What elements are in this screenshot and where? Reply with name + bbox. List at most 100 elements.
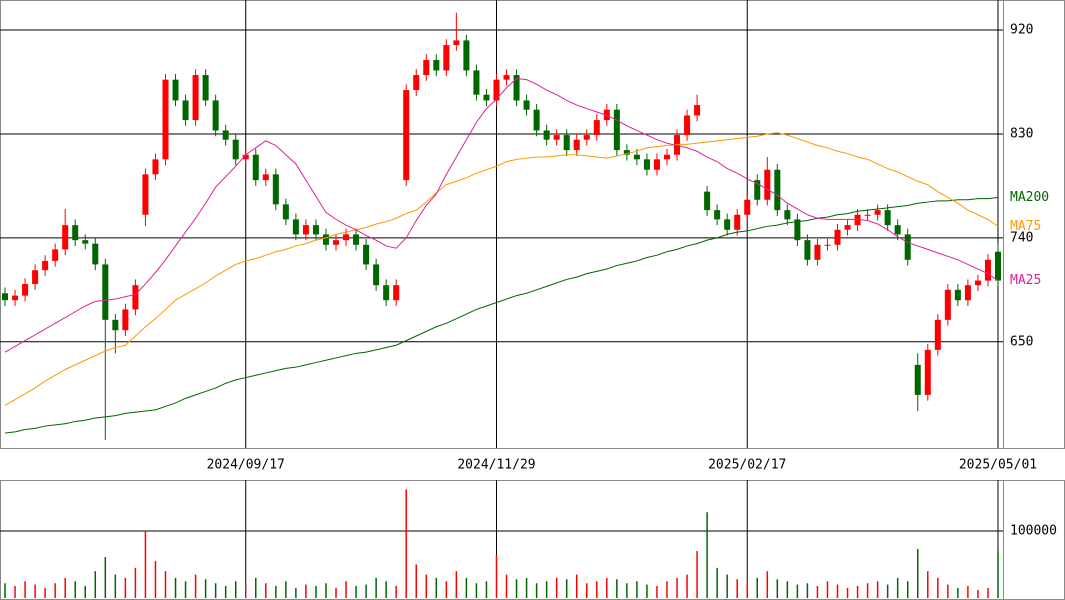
y-tick-label: 740 xyxy=(1010,230,1033,245)
candle-body xyxy=(132,285,139,310)
x-tick-label: 2025/05/01 xyxy=(959,458,1037,473)
candle-body xyxy=(443,45,450,71)
candle-body xyxy=(854,214,861,226)
candle-body xyxy=(353,234,360,245)
candle-body xyxy=(774,169,781,211)
candle-body xyxy=(844,225,851,230)
candle-body xyxy=(653,159,660,170)
candle-body xyxy=(934,319,941,350)
candle-body xyxy=(182,100,189,121)
candle-body xyxy=(393,285,400,301)
candle-body xyxy=(262,174,269,181)
candle-body xyxy=(363,244,370,265)
candle-body xyxy=(593,120,600,136)
x-tick-label: 2024/11/29 xyxy=(457,458,535,473)
candle-body xyxy=(734,214,741,230)
candle-body xyxy=(924,349,931,395)
candle-body xyxy=(192,75,199,121)
y-tick-label: 920 xyxy=(1010,23,1033,38)
candle-body xyxy=(674,135,681,155)
candle-body xyxy=(232,139,239,160)
candle-body xyxy=(212,100,219,131)
x-tick-label: 2025/02/17 xyxy=(708,458,786,473)
moving-average-line xyxy=(4,196,999,434)
candle-body xyxy=(503,75,510,80)
candle-body xyxy=(222,130,229,140)
candle-body xyxy=(463,40,470,71)
y-tick-label: 650 xyxy=(1010,334,1033,349)
candle-body xyxy=(904,234,911,260)
candle-body xyxy=(72,225,79,241)
candle-body xyxy=(473,70,480,95)
candle-body xyxy=(32,270,39,285)
candle-body xyxy=(613,109,620,151)
candle-body xyxy=(884,210,891,226)
candle-body xyxy=(282,204,289,220)
candle-body xyxy=(12,295,19,301)
candle-body xyxy=(162,79,169,160)
candle-body xyxy=(974,280,981,286)
candle-body xyxy=(42,260,49,271)
candle-body xyxy=(714,210,721,220)
candle-body xyxy=(433,60,440,71)
candle-body xyxy=(643,159,650,170)
candle-body xyxy=(252,154,259,181)
candle-body xyxy=(824,244,831,246)
candle-body xyxy=(62,225,69,250)
moving-average-line xyxy=(4,77,999,353)
candle-body xyxy=(142,174,149,215)
legend-label: MA200 xyxy=(1010,190,1049,205)
candle-body xyxy=(804,240,811,260)
candle-body xyxy=(533,109,540,131)
candle-body xyxy=(864,214,871,216)
candle-body xyxy=(112,319,119,331)
candle-body xyxy=(874,210,881,215)
candle-body xyxy=(663,154,671,160)
candle-body xyxy=(944,289,951,320)
candle-body xyxy=(172,79,179,101)
candle-body xyxy=(583,135,590,140)
candle-body xyxy=(563,135,570,151)
candle-body xyxy=(633,154,640,160)
candle-body xyxy=(102,264,109,320)
candle-body xyxy=(493,79,500,101)
candle-body xyxy=(784,210,791,220)
candle-body xyxy=(322,234,329,245)
candle-body xyxy=(272,174,279,205)
candle-body xyxy=(553,135,560,140)
candle-body xyxy=(603,109,610,121)
candle-body xyxy=(403,90,410,181)
candle-body xyxy=(954,289,961,301)
price-frame xyxy=(0,0,1065,449)
candle-body xyxy=(292,219,299,235)
candle-body xyxy=(744,199,751,215)
candle-body xyxy=(543,130,550,140)
volume-tick-label: 100000 xyxy=(1010,523,1057,538)
candle-body xyxy=(373,264,380,286)
candle-body xyxy=(684,115,691,136)
candle-body xyxy=(332,240,340,245)
legend-label: MA75 xyxy=(1010,219,1041,234)
volume-frame xyxy=(0,480,1065,600)
candle-body xyxy=(814,244,821,260)
candle-body xyxy=(312,225,319,235)
candle-body xyxy=(573,139,580,151)
candle-body xyxy=(794,219,801,241)
candle-body xyxy=(242,154,249,160)
candle-body xyxy=(383,285,390,301)
candle-body xyxy=(964,285,971,301)
candle-body xyxy=(834,229,841,245)
candle-body xyxy=(513,75,520,101)
moving-average-line xyxy=(4,132,999,406)
candle-body xyxy=(894,225,901,235)
candle-body xyxy=(343,234,350,241)
candle-body xyxy=(914,364,921,395)
legend-label: MA25 xyxy=(1010,273,1041,288)
x-tick-label: 2024/09/17 xyxy=(207,458,285,473)
candle-body xyxy=(92,243,99,265)
candle-body xyxy=(413,75,420,91)
candle-body xyxy=(764,169,771,200)
candle-body xyxy=(754,180,761,200)
